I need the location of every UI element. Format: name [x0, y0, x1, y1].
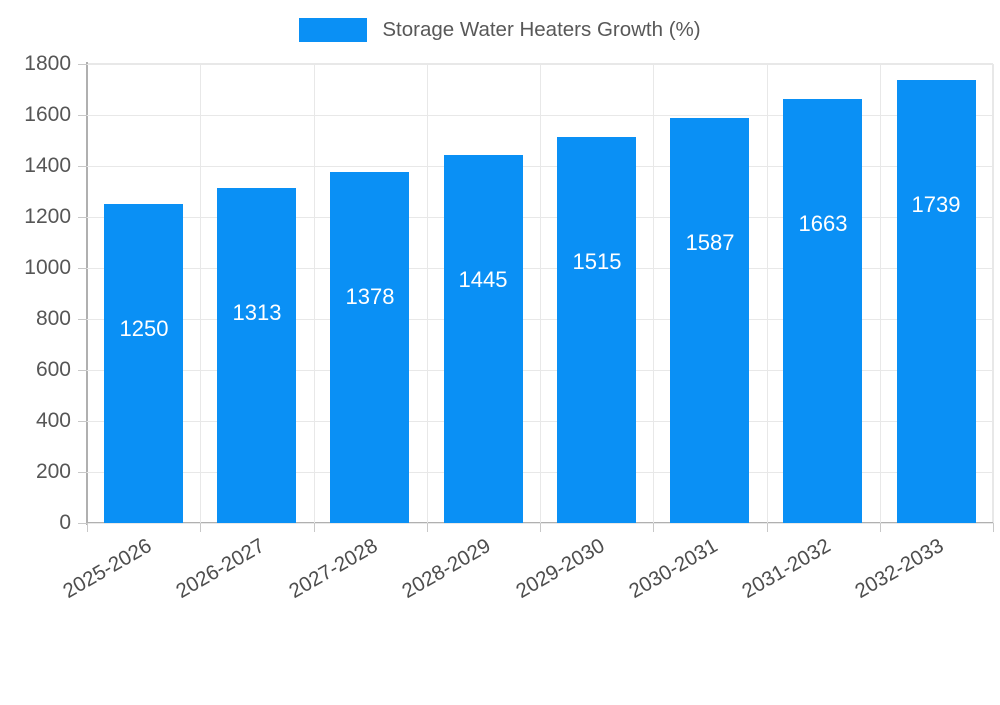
x-grid-line	[427, 64, 428, 523]
x-grid-line	[540, 64, 541, 523]
y-axis-tick-label: 0	[59, 511, 71, 534]
y-axis-tick-mark	[78, 64, 87, 65]
bar[interactable]	[897, 80, 976, 523]
plot-area: 1250 1313 1378 1445 1515 1587 1663 1739	[87, 64, 994, 524]
y-axis-tick-mark	[78, 523, 87, 524]
x-grid-line	[200, 64, 201, 523]
y-axis-tick-mark	[78, 115, 87, 116]
x-axis-tick-mark	[427, 523, 428, 532]
y-axis-tick-mark	[78, 370, 87, 371]
x-grid-line	[993, 64, 994, 523]
chart-legend: Storage Water Heaters Growth (%)	[0, 8, 1000, 52]
y-axis-tick-label: 1000	[24, 256, 71, 279]
y-axis-tick-label: 600	[35, 358, 71, 381]
bar[interactable]	[783, 99, 862, 523]
legend-swatch-storage-water-heaters-growth[interactable]	[299, 18, 368, 42]
bar-chart: Storage Water Heaters Growth (%) 1250 131…	[0, 8, 1000, 603]
bar[interactable]	[444, 155, 523, 523]
y-axis-tick-mark	[78, 166, 87, 167]
x-grid-line	[314, 64, 315, 523]
y-axis-tick-mark	[78, 319, 87, 320]
x-axis-tick-mark	[200, 523, 201, 532]
x-axis-tick-mark	[87, 523, 88, 532]
y-axis-tick-mark	[78, 217, 87, 218]
y-axis-tick-label: 1800	[24, 52, 71, 75]
x-axis-tick-mark	[993, 523, 994, 532]
bar[interactable]	[557, 137, 636, 523]
x-axis-tick-mark	[880, 523, 881, 532]
y-axis-tick-label: 800	[35, 307, 71, 330]
bar[interactable]	[104, 204, 183, 523]
bar[interactable]	[670, 118, 749, 523]
bar[interactable]	[330, 172, 409, 523]
plot-border-top	[87, 63, 993, 64]
x-axis-tick-mark	[767, 523, 768, 532]
y-axis-tick-label: 1200	[24, 205, 71, 228]
y-axis-tick-mark	[78, 472, 87, 473]
y-axis-spine	[86, 62, 88, 525]
y-axis-tick-mark	[78, 421, 87, 422]
y-axis-tick-label: 200	[35, 460, 71, 483]
legend-label-storage-water-heaters-growth[interactable]: Storage Water Heaters Growth (%)	[382, 17, 701, 41]
y-axis-tick-label: 400	[35, 409, 71, 432]
bar[interactable]	[217, 188, 296, 523]
x-grid-line	[653, 64, 654, 523]
y-axis-tick-label: 1600	[24, 103, 71, 126]
plot-border-right	[992, 63, 993, 523]
x-axis-tick-mark	[540, 523, 541, 532]
x-grid-line	[767, 64, 768, 523]
y-axis-tick-mark	[78, 268, 87, 269]
y-axis-tick-label: 1400	[24, 154, 71, 177]
x-axis-tick-mark	[653, 523, 654, 532]
x-axis-tick-mark	[314, 523, 315, 532]
x-grid-line	[880, 64, 881, 523]
